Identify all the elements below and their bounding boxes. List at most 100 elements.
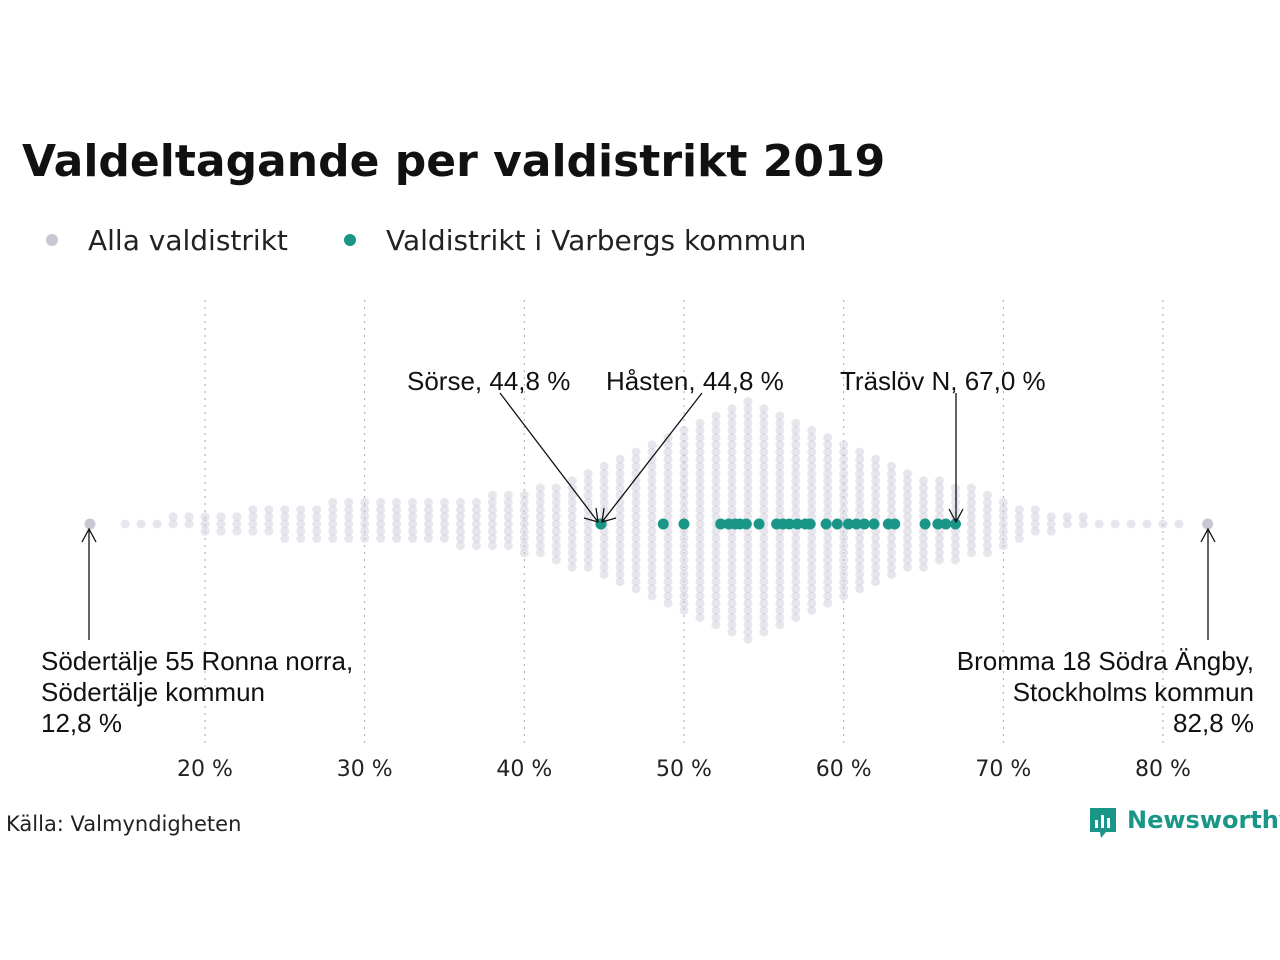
district-point bbox=[775, 411, 785, 421]
district-point bbox=[855, 555, 865, 565]
district-point bbox=[807, 598, 817, 608]
district-point bbox=[663, 541, 673, 551]
district-point bbox=[839, 476, 849, 486]
district-point bbox=[424, 505, 434, 515]
district-point bbox=[791, 454, 801, 464]
district-point bbox=[775, 584, 785, 594]
district-point bbox=[583, 555, 593, 565]
district-point bbox=[807, 461, 817, 471]
annotation-bromma-line1: Bromma 18 Södra Ängby, bbox=[957, 646, 1254, 676]
district-point bbox=[1030, 512, 1040, 522]
district-point bbox=[727, 620, 737, 630]
district-point bbox=[807, 454, 817, 464]
district-point bbox=[471, 533, 481, 543]
district-point bbox=[807, 533, 817, 543]
district-point bbox=[743, 490, 753, 500]
district-point bbox=[759, 591, 769, 601]
district-point bbox=[791, 476, 801, 486]
district-point bbox=[519, 541, 529, 551]
district-point bbox=[535, 497, 545, 507]
x-tick-label: 20 % bbox=[177, 757, 233, 782]
district-point bbox=[216, 519, 226, 529]
district-point bbox=[392, 497, 402, 507]
logo-text: Newsworthy bbox=[1127, 806, 1280, 834]
district-point bbox=[743, 548, 753, 558]
district-point bbox=[679, 577, 689, 587]
district-point bbox=[599, 548, 609, 558]
district-point bbox=[695, 461, 705, 471]
district-point bbox=[679, 598, 689, 608]
district-point bbox=[759, 476, 769, 486]
source-text: Källa: Valmyndigheten bbox=[6, 812, 241, 836]
district-point bbox=[471, 519, 481, 529]
district-point bbox=[982, 533, 992, 543]
district-point bbox=[743, 555, 753, 565]
district-point bbox=[1014, 526, 1024, 536]
district-point bbox=[615, 505, 625, 515]
district-point bbox=[903, 476, 913, 486]
district-point bbox=[567, 533, 577, 543]
district-point bbox=[727, 555, 737, 565]
district-point bbox=[503, 512, 513, 522]
district-point bbox=[599, 490, 609, 500]
district-point bbox=[344, 512, 354, 522]
district-point bbox=[455, 505, 465, 515]
district-point bbox=[679, 497, 689, 507]
district-point bbox=[695, 591, 705, 601]
district-point bbox=[647, 490, 657, 500]
district-point bbox=[631, 512, 641, 522]
varberg-district-point bbox=[715, 518, 727, 530]
district-point bbox=[631, 476, 641, 486]
district-point bbox=[791, 461, 801, 471]
district-point bbox=[695, 497, 705, 507]
district-point bbox=[727, 483, 737, 493]
district-point bbox=[998, 526, 1008, 536]
district-point bbox=[264, 519, 274, 529]
district-point bbox=[663, 591, 673, 601]
beeswarm-all-districts bbox=[84, 397, 1214, 644]
district-point bbox=[695, 454, 705, 464]
district-point bbox=[455, 519, 465, 529]
x-tick-label: 40 % bbox=[496, 757, 552, 782]
district-point bbox=[823, 447, 833, 457]
district-point bbox=[855, 447, 865, 457]
district-point bbox=[839, 490, 849, 500]
district-point bbox=[711, 584, 721, 594]
district-point bbox=[775, 447, 785, 457]
district-point bbox=[887, 548, 897, 558]
district-point bbox=[408, 533, 418, 543]
district-point bbox=[919, 476, 928, 486]
district-point bbox=[599, 476, 609, 486]
district-point bbox=[392, 533, 402, 543]
district-point bbox=[631, 454, 641, 464]
district-point bbox=[727, 476, 737, 486]
district-point bbox=[791, 613, 801, 623]
district-point bbox=[711, 497, 721, 507]
district-point bbox=[599, 569, 609, 579]
district-point bbox=[775, 541, 785, 551]
district-point bbox=[743, 461, 753, 471]
district-point bbox=[168, 519, 178, 529]
district-point bbox=[711, 533, 721, 543]
varberg-district-point bbox=[940, 518, 952, 530]
district-point bbox=[887, 497, 897, 507]
district-point bbox=[807, 447, 817, 457]
annotation-traslov: Träslöv N, 67,0 % bbox=[840, 366, 1046, 396]
district-point bbox=[551, 526, 561, 536]
district-point bbox=[727, 605, 737, 615]
district-point bbox=[376, 533, 386, 543]
district-point bbox=[855, 497, 865, 507]
district-point bbox=[424, 512, 434, 522]
district-point bbox=[887, 533, 897, 543]
district-point bbox=[823, 569, 833, 579]
district-point bbox=[631, 584, 641, 594]
district-point bbox=[855, 541, 865, 551]
district-point bbox=[807, 505, 817, 515]
district-point bbox=[807, 425, 817, 435]
district-point bbox=[855, 505, 865, 515]
district-point bbox=[759, 404, 769, 414]
district-point bbox=[535, 490, 545, 500]
district-point bbox=[934, 555, 944, 565]
district-point bbox=[759, 620, 769, 630]
district-point bbox=[775, 425, 785, 435]
